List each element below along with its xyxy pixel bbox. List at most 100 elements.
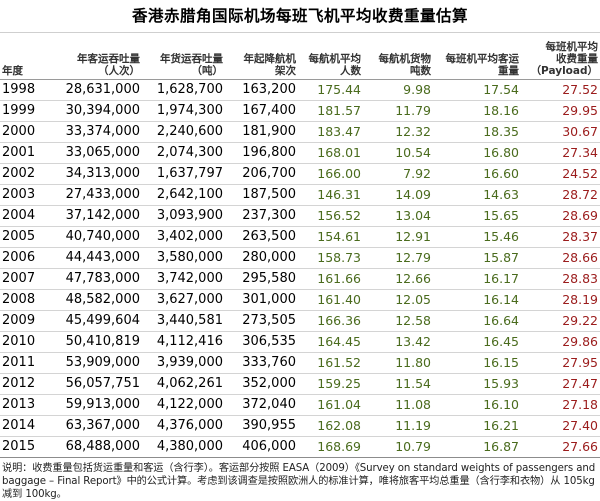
cell-avg-pax: 162.08 [298, 415, 363, 437]
cell-cargo: 3,402,000 [142, 226, 225, 248]
cell-cargo: 4,376,000 [142, 415, 225, 437]
cell-cargo-tonnes: 11.54 [363, 373, 433, 395]
cell-pax-weight: 15.46 [433, 226, 521, 248]
cell-pax: 40,740,000 [46, 226, 142, 248]
cell-year: 2001 [0, 142, 46, 164]
cell-pax-weight: 16.64 [433, 310, 521, 332]
cell-avg-pax: 164.45 [298, 331, 363, 353]
col-header-payload: 每班机平均 收费重量 （Payload） [521, 32, 600, 80]
cell-flights: 406,000 [225, 436, 298, 458]
header-row: 年度 年客运吞吐量 （人次） 年货运吞吐量 （吨） 年起降航机 架次 每航机平均… [0, 32, 600, 80]
cell-pax-weight: 15.65 [433, 205, 521, 227]
cell-cargo-tonnes: 10.79 [363, 436, 433, 458]
cell-flights: 280,000 [225, 247, 298, 269]
cell-cargo: 2,642,100 [142, 184, 225, 206]
table-row: 2011 53,909,000 3,939,000 333,760 161.52 11.8… [0, 352, 600, 374]
cell-payload: 28.69 [521, 205, 600, 227]
cell-cargo: 3,580,000 [142, 247, 225, 269]
cell-pax-weight: 16.10 [433, 394, 521, 416]
cell-avg-pax: 146.31 [298, 184, 363, 206]
col-header-payload-line1: 每班机平均 [545, 41, 599, 53]
col-header-pax-line1: 年客运吞吐量 [77, 53, 140, 65]
cell-pax: 27,433,000 [46, 184, 142, 206]
cell-payload: 27.52 [521, 79, 600, 101]
cell-avg-pax: 181.57 [298, 100, 363, 122]
table-row: 2010 50,410,819 4,112,416 306,535 164.45 13.4… [0, 331, 600, 353]
table-row: 2002 34,313,000 1,637,797 206,700 166.00 7.92… [0, 163, 600, 185]
cell-avg-pax: 175.44 [298, 79, 363, 101]
cell-cargo: 3,742,000 [142, 268, 225, 290]
cell-flights: 273,505 [225, 310, 298, 332]
cell-avg-pax: 156.52 [298, 205, 363, 227]
payload-table: 年度 年客运吞吐量 （人次） 年货运吞吐量 （吨） 年起降航机 架次 每航机平均… [0, 32, 600, 458]
col-header-payload-line3: （Payload） [530, 65, 598, 77]
col-header-cargo-tonnes-line1: 每航机货物 [378, 53, 432, 65]
cell-avg-pax: 166.36 [298, 310, 363, 332]
col-header-pax: 年客运吞吐量 （人次） [46, 32, 142, 80]
col-header-avg-pax-line1: 每航机平均 [308, 53, 362, 65]
cell-pax-weight: 16.14 [433, 289, 521, 311]
cell-cargo-tonnes: 12.79 [363, 247, 433, 269]
cell-payload: 27.95 [521, 352, 600, 374]
cell-cargo-tonnes: 11.19 [363, 415, 433, 437]
cell-avg-pax: 183.47 [298, 121, 363, 143]
cell-pax-weight: 18.35 [433, 121, 521, 143]
cell-flights: 390,955 [225, 415, 298, 437]
table-row: 1998 28,631,000 1,628,700 163,200 175.44 9.98… [0, 79, 600, 101]
cell-year: 2002 [0, 163, 46, 185]
cell-cargo: 2,240,600 [142, 121, 225, 143]
cell-payload: 27.18 [521, 394, 600, 416]
col-header-pax-weight-line1: 每班机平均客运 [445, 53, 520, 65]
cell-payload: 27.66 [521, 436, 600, 458]
table-row: 2009 45,499,604 3,440,581 273,505 166.36 12.5… [0, 310, 600, 332]
col-header-pax-line2: （人次） [98, 65, 140, 77]
cell-cargo-tonnes: 9.98 [363, 79, 433, 101]
cell-avg-pax: 166.00 [298, 163, 363, 185]
cell-cargo: 4,380,000 [142, 436, 225, 458]
cell-payload: 29.95 [521, 100, 600, 122]
table-row: 2000 33,374,000 2,240,600 181,900 183.47 12.3… [0, 121, 600, 143]
cell-cargo: 3,093,900 [142, 205, 225, 227]
cell-year: 2007 [0, 268, 46, 290]
table-row: 2004 37,142,000 3,093,900 237,300 156.52 13.0… [0, 205, 600, 227]
cell-pax-weight: 14.63 [433, 184, 521, 206]
cell-pax-weight: 18.16 [433, 100, 521, 122]
cell-year: 2013 [0, 394, 46, 416]
cell-pax-weight: 15.87 [433, 247, 521, 269]
cell-pax-weight: 16.80 [433, 142, 521, 164]
cell-avg-pax: 161.40 [298, 289, 363, 311]
cell-payload: 28.72 [521, 184, 600, 206]
cell-cargo-tonnes: 12.91 [363, 226, 433, 248]
col-header-cargo-tonnes: 每航机货物 吨数 [363, 32, 433, 80]
table-row: 2013 59,913,000 4,122,000 372,040 161.04 11.0… [0, 394, 600, 416]
cell-pax: 59,913,000 [46, 394, 142, 416]
cell-cargo-tonnes: 11.80 [363, 352, 433, 374]
cell-pax: 63,367,000 [46, 415, 142, 437]
cell-pax-weight: 16.17 [433, 268, 521, 290]
col-header-avg-pax-line2: 人数 [340, 65, 361, 77]
cell-payload: 27.40 [521, 415, 600, 437]
col-header-cargo-line1: 年货运吞吐量 [160, 53, 223, 65]
cell-payload: 28.66 [521, 247, 600, 269]
table-row: 2001 33,065,000 2,074,300 196,800 168.01 10.5… [0, 142, 600, 164]
cell-cargo-tonnes: 12.32 [363, 121, 433, 143]
cell-payload: 27.47 [521, 373, 600, 395]
cell-pax-weight: 16.87 [433, 436, 521, 458]
cell-payload: 28.19 [521, 289, 600, 311]
cell-flights: 163,200 [225, 79, 298, 101]
col-header-cargo: 年货运吞吐量 （吨） [142, 32, 225, 80]
cell-cargo: 1,637,797 [142, 163, 225, 185]
col-header-cargo-line2: （吨） [191, 65, 224, 77]
cell-pax: 45,499,604 [46, 310, 142, 332]
cell-cargo: 3,627,000 [142, 289, 225, 311]
cell-payload: 29.22 [521, 310, 600, 332]
cell-pax: 44,443,000 [46, 247, 142, 269]
cell-cargo: 4,122,000 [142, 394, 225, 416]
col-header-year-text: 年度 [2, 65, 23, 77]
cell-pax: 28,631,000 [46, 79, 142, 101]
cell-year: 2000 [0, 121, 46, 143]
cell-year: 1998 [0, 79, 46, 101]
cell-avg-pax: 159.25 [298, 373, 363, 395]
cell-pax: 33,374,000 [46, 121, 142, 143]
cell-cargo: 3,440,581 [142, 310, 225, 332]
